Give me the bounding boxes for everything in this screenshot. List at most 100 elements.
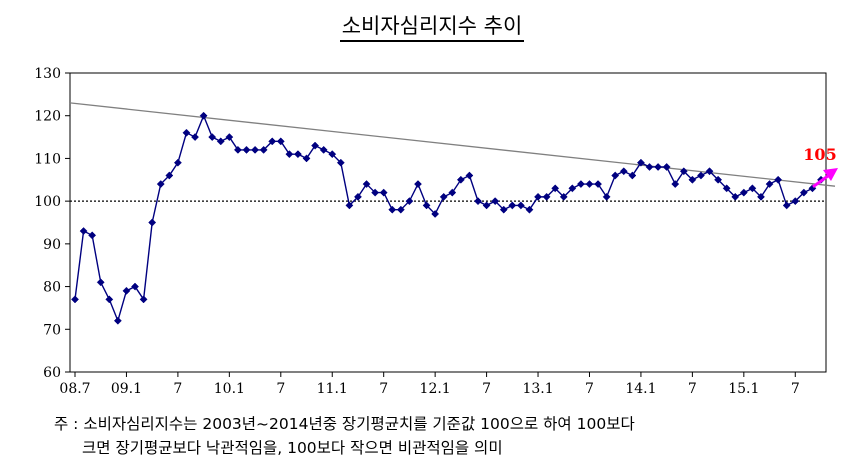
data-point (576, 180, 585, 189)
x-tick-label: 7 (379, 381, 388, 397)
data-point (774, 175, 783, 184)
data-point (757, 192, 765, 201)
data-point (285, 150, 294, 159)
data-point (594, 180, 603, 189)
data-point (148, 218, 157, 227)
data-point (611, 171, 620, 180)
data-point (405, 197, 414, 206)
x-tick-label: 7 (482, 381, 491, 397)
data-point (645, 163, 654, 171)
data-point (516, 201, 525, 210)
x-axis: 08.7 09.1 7 10.1 7 11.1 7 12.1 7 13.1 7 14.1 7 15.1 7 (59, 372, 800, 397)
data-point (688, 175, 697, 184)
x-tick-label: 09.1 (111, 381, 142, 397)
data-point (748, 184, 757, 193)
data-point (765, 180, 774, 189)
data-point (173, 158, 182, 167)
data-point (362, 180, 371, 189)
data-point (559, 192, 568, 201)
data-point (602, 192, 611, 201)
annotation-label: 105 (803, 145, 836, 164)
data-point (268, 137, 277, 146)
data-point (388, 205, 397, 214)
data-point (542, 192, 551, 201)
data-point (714, 175, 723, 184)
data-point (731, 192, 740, 201)
x-tick-label: 12.1 (420, 381, 451, 397)
data-point (336, 158, 345, 167)
data-point (499, 205, 508, 214)
annotation-arrow-head (823, 168, 838, 181)
x-tick-label: 13.1 (522, 381, 553, 397)
data-point (328, 150, 337, 159)
data-point (679, 167, 688, 176)
data-point (71, 295, 79, 304)
data-point (782, 201, 791, 210)
y-tick-label: 60 (43, 365, 61, 381)
data-point (439, 192, 448, 201)
data-point (79, 227, 88, 235)
data-point (88, 231, 97, 240)
data-point (233, 145, 242, 154)
y-tick-label: 70 (43, 322, 61, 338)
data-point (456, 175, 465, 184)
data-point (628, 171, 637, 180)
data-point (705, 167, 714, 176)
data-point (654, 163, 663, 171)
x-tick-label: 08.7 (59, 381, 90, 397)
y-tick-label: 80 (43, 280, 61, 296)
data-point (105, 295, 114, 304)
data-point (276, 137, 285, 146)
data-point (585, 180, 594, 189)
footnote-line-2: 크면 장기평균보다 낙관적임을, 100보다 작으면 비관적임을 의미 (82, 439, 503, 457)
data-point (293, 150, 302, 159)
data-point (259, 145, 268, 154)
y-axis: 60 70 80 90 100 110 120 130 (34, 66, 70, 381)
data-point (242, 145, 251, 154)
data-point (156, 180, 165, 189)
x-tick-label: 7 (276, 381, 285, 397)
data-point (96, 278, 105, 287)
annotation-group: 105 (803, 145, 838, 188)
data-point (697, 171, 705, 180)
footnote-line-1: 주 : 소비자심리지수는 2003년~2014년중 장기평균치를 기준값 100… (54, 415, 635, 433)
x-tick-label: 15.1 (728, 381, 759, 397)
data-point (551, 184, 560, 193)
data-point (636, 158, 645, 167)
data-point (379, 188, 388, 197)
y-tick-label: 110 (34, 151, 61, 167)
data-point (525, 205, 534, 214)
data-point (345, 201, 354, 210)
data-point (465, 171, 474, 180)
data-point (619, 167, 628, 176)
data-point (208, 133, 217, 142)
data-point (122, 286, 131, 295)
data-point (311, 141, 320, 150)
data-point (534, 192, 542, 201)
data-point (662, 163, 671, 171)
data-point (396, 205, 405, 214)
data-point (165, 171, 174, 180)
x-tick-label: 14.1 (625, 381, 656, 397)
x-tick-label: 10.1 (214, 381, 245, 397)
data-point (414, 180, 422, 189)
chart-title: 소비자심리지수 추이 (0, 10, 864, 42)
data-point (302, 154, 311, 163)
data-point (799, 188, 808, 197)
data-point (508, 201, 517, 210)
data-point (319, 145, 328, 154)
data-point (131, 282, 139, 291)
y-tick-label: 90 (43, 237, 61, 253)
x-tick-label: 7 (688, 381, 697, 397)
data-point (199, 111, 208, 120)
data-point (671, 180, 680, 189)
data-point (491, 197, 500, 206)
trend-line (69, 102, 836, 187)
x-tick-label: 11.1 (317, 381, 348, 397)
y-tick-label: 100 (34, 194, 61, 210)
data-point (371, 188, 380, 197)
x-tick-label: 7 (173, 381, 182, 397)
data-point (474, 197, 482, 206)
data-point (791, 197, 800, 206)
